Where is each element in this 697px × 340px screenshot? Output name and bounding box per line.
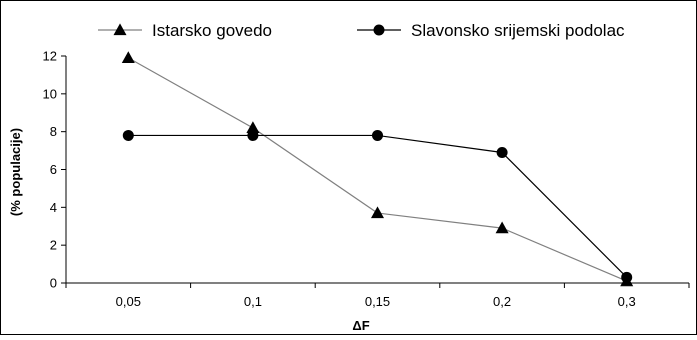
y-axis-title: (% populacije): [8, 128, 23, 216]
data-point-triangle: [121, 51, 135, 63]
data-point-triangle: [370, 206, 385, 219]
x-tick-label: 0,2: [493, 294, 511, 309]
data-point-circle: [496, 146, 508, 158]
data-point-triangle: [495, 221, 509, 234]
legend-item-1: Istarsko govedo: [98, 21, 272, 40]
legend-label: Slavonsko srijemski podolac: [411, 21, 625, 40]
data-point-circle: [247, 129, 259, 141]
x-tick-label: 0,15: [365, 294, 390, 309]
x-tick-label: 0,1: [244, 294, 262, 309]
y-tick-label: 12: [43, 49, 57, 64]
series-1: [121, 51, 634, 287]
data-point-circle: [122, 129, 134, 141]
axes: 0 2 4 6 8 10 12 0,05 0,1 0,15 0,2 0,3: [43, 49, 690, 309]
y-tick-label: 2: [50, 238, 57, 253]
y-tick-label: 0: [50, 276, 57, 291]
legend-marker-triangle: [113, 23, 127, 36]
legend: Istarsko govedo Slavonsko srijemski podol…: [98, 21, 625, 40]
x-tick-label: 0,05: [116, 294, 141, 309]
y-tick-label: 10: [43, 86, 57, 101]
series-layer: [121, 51, 634, 287]
data-point-circle: [621, 271, 633, 283]
x-tick-label: 0,3: [618, 294, 636, 309]
series-2: [122, 129, 633, 283]
data-point-circle: [372, 129, 383, 141]
y-tick-label: 6: [50, 162, 57, 177]
legend-item-2: Slavonsko srijemski podolac: [357, 21, 625, 40]
legend-marker-circle: [373, 24, 385, 36]
y-tick-label: 8: [50, 124, 57, 139]
x-axis-title: ΔF: [352, 318, 369, 333]
y-tick-label: 4: [50, 200, 57, 215]
legend-label: Istarsko govedo: [152, 21, 272, 40]
